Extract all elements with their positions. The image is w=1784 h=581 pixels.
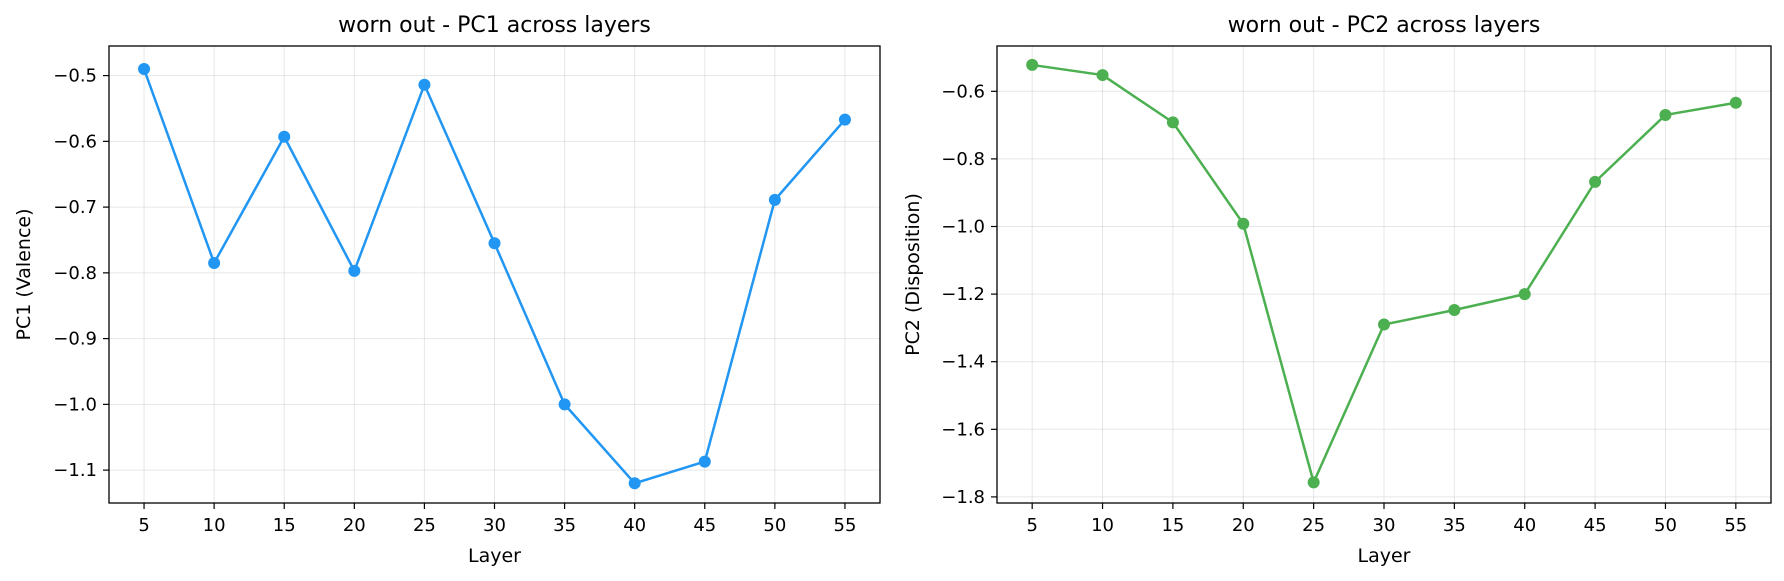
y-tick-label: −1.6: [941, 419, 985, 440]
data-point: [838, 113, 851, 126]
x-tick-label: 35: [553, 515, 576, 536]
x-tick-label: 40: [1513, 515, 1536, 536]
x-tick-label: 30: [1373, 515, 1396, 536]
data-point: [1026, 58, 1039, 71]
data-point: [1518, 288, 1531, 301]
data-point: [1378, 318, 1390, 331]
data-point: [1096, 69, 1109, 82]
y-tick-label: −1.8: [941, 487, 985, 508]
y-tick-label: −0.6: [941, 81, 985, 102]
x-tick-label: 20: [343, 515, 366, 536]
x-tick-label: 40: [623, 515, 646, 536]
data-point: [138, 63, 151, 76]
data-point: [488, 237, 501, 250]
x-tick-label: 5: [138, 515, 149, 536]
chart-title: worn out - PC1 across layers: [338, 13, 651, 38]
y-tick-label: −1.2: [941, 284, 985, 305]
x-tick-label: 55: [1724, 515, 1747, 536]
x-tick-label: 25: [1302, 515, 1325, 536]
data-point: [418, 78, 431, 91]
y-tick-label: −1.0: [941, 217, 985, 238]
y-tick-label: −0.7: [53, 197, 97, 218]
y-tick-label: −0.5: [53, 66, 97, 87]
y-tick-label: −0.8: [941, 149, 985, 170]
x-tick-label: 45: [693, 515, 716, 536]
y-tick-label: −0.9: [53, 329, 97, 350]
data-point: [348, 264, 361, 277]
y-tick-label: −1.1: [53, 460, 97, 481]
x-tick-label: 30: [483, 515, 506, 536]
x-tick-label: 50: [1654, 515, 1677, 536]
data-point: [208, 256, 221, 269]
axes-frame: [996, 45, 1772, 504]
data-point: [1166, 116, 1179, 129]
x-tick-label: 50: [763, 515, 786, 536]
data-point: [1659, 108, 1672, 121]
data-point: [1448, 303, 1461, 316]
x-tick-label: 10: [203, 515, 226, 536]
x-tick-label: 35: [1443, 515, 1466, 536]
data-point: [1307, 476, 1320, 489]
x-tick-label: 15: [1161, 515, 1184, 536]
data-point: [628, 477, 641, 490]
y-axis-label: PC2 (Disposition): [902, 193, 924, 356]
data-point: [1237, 217, 1250, 230]
y-tick-label: −1.0: [53, 394, 97, 415]
pc2-chart: 5 10 15 20 25 30 35 40 45 50 55 −0.6 −0.8 −1.0 −1.2 −1.…: [902, 13, 1772, 567]
data-point: [768, 193, 781, 206]
y-axis-label: PC1 (Valence): [13, 209, 35, 341]
data-point: [558, 398, 571, 411]
x-tick-label: 20: [1232, 515, 1255, 536]
x-tick-label: 45: [1584, 515, 1607, 536]
x-tick-label: 55: [834, 515, 857, 536]
x-tick-label: 15: [273, 515, 296, 536]
x-tick-label: 5: [1026, 515, 1037, 536]
data-point: [698, 455, 711, 468]
y-tick-label: −0.6: [53, 131, 97, 152]
pc1-chart: 5 10 15 20 25 30 35 40 45 50 55 −0.5 −0.6 −0.7 −0.8 −0.…: [13, 13, 881, 567]
chart-title: worn out - PC2 across layers: [1228, 13, 1541, 38]
axes-frame: [108, 45, 881, 504]
x-axis-label: Layer: [1358, 545, 1411, 567]
data-point: [278, 130, 291, 143]
x-tick-label: 25: [413, 515, 436, 536]
x-tick-label: 10: [1091, 515, 1114, 536]
y-tick-label: −0.8: [53, 263, 97, 284]
data-point: [1729, 96, 1742, 109]
x-axis-label: Layer: [468, 545, 521, 567]
data-point: [1589, 175, 1602, 188]
y-tick-label: −1.4: [941, 352, 985, 373]
